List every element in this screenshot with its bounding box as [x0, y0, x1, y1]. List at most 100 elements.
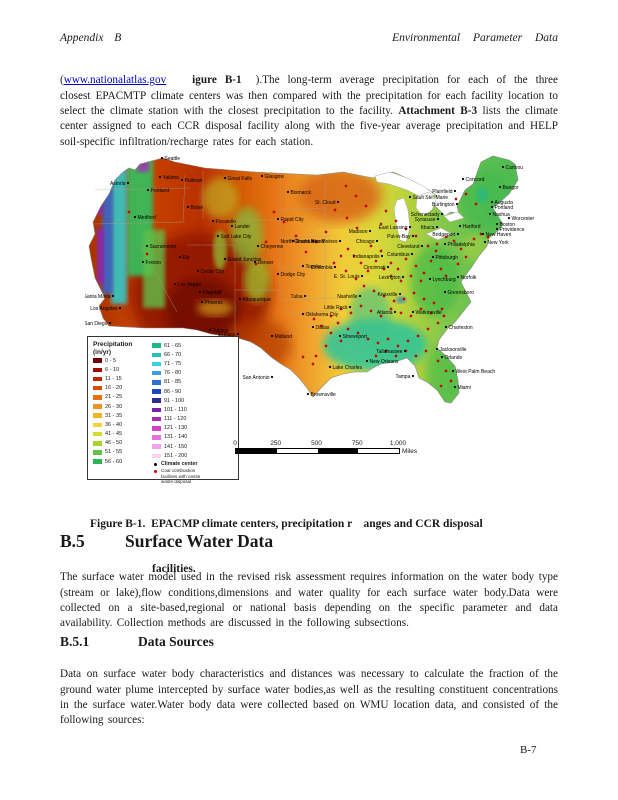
svg-text:Midland: Midland: [275, 334, 293, 340]
svg-text:Brownsville: Brownsville: [311, 392, 337, 398]
legend-row: 46 - 50: [93, 439, 148, 448]
legend-swatch: [93, 413, 102, 418]
legend-range-label: 71 - 75: [164, 360, 182, 367]
legend-range-label: 81 - 85: [164, 379, 182, 386]
svg-text:Atlanta: Atlanta: [377, 310, 393, 316]
svg-text:Portland: Portland: [151, 188, 170, 194]
svg-text:Denver: Denver: [258, 260, 274, 266]
section-heading-b5: B.5 Surface Water Data: [60, 531, 273, 552]
legend-swatch: [93, 367, 102, 373]
legend-range-label: 151 - 200: [164, 452, 188, 459]
svg-text:Sacramento: Sacramento: [150, 244, 177, 250]
svg-text:Salt Lake City: Salt Lake City: [221, 234, 252, 240]
svg-text:Astoria: Astoria: [110, 181, 126, 187]
legend-swatch: [93, 459, 102, 464]
svg-text:Put-in-Bay: Put-in-Bay: [387, 234, 411, 240]
svg-text:Syracuse: Syracuse: [415, 217, 436, 223]
legend-range-label: 31 - 35: [105, 412, 123, 419]
section-b5-paragraph: The surface water model used in the revi…: [60, 571, 558, 630]
scale-tick-label: 750: [351, 440, 363, 447]
svg-text:Yakima: Yakima: [163, 175, 180, 181]
scale-tick-label: 0: [233, 440, 237, 447]
legend-swatch: [152, 361, 161, 367]
svg-text:Santa Maria: Santa Maria: [85, 294, 111, 300]
svg-text:New York: New York: [488, 240, 510, 246]
facility-dots: [127, 184, 490, 388]
svg-text:Cincinnati: Cincinnati: [364, 265, 386, 271]
svg-text:Medford: Medford: [138, 215, 157, 221]
svg-text:Norfolk: Norfolk: [461, 275, 477, 281]
svg-text:San Diego: San Diego: [85, 321, 108, 327]
caption-line-1: Figure B-1. EPACMP climate centers, prec…: [90, 518, 483, 530]
legend-row: 121 - 130: [152, 424, 236, 433]
legend-range-label: 0 - 5: [105, 357, 117, 364]
svg-text:Columbia: Columbia: [311, 265, 332, 271]
svg-text:Bangor: Bangor: [503, 185, 519, 191]
nationalatlas-link[interactable]: www.nationalatlas.gov: [63, 74, 167, 87]
svg-text:North Omaha: North Omaha: [280, 239, 310, 245]
legend-swatch: [93, 404, 102, 409]
legend-row: 76 - 80: [152, 369, 236, 378]
svg-text:Little Rock: Little Rock: [324, 305, 348, 311]
scale-bar-segments: [235, 448, 400, 454]
svg-text:Des Moines: Des Moines: [311, 239, 338, 245]
svg-text:Providence: Providence: [500, 227, 525, 233]
svg-text:Seattle: Seattle: [165, 156, 181, 162]
legend-swatch: [152, 380, 161, 385]
svg-text:Topeka: Topeka: [306, 264, 322, 270]
svg-text:Boston: Boston: [500, 222, 516, 228]
legend-range-label: 111 - 120: [164, 416, 187, 423]
legend-row: 86 - 90: [152, 387, 236, 396]
legend-swatch: [152, 435, 161, 440]
svg-text:Plainfield: Plainfield: [432, 189, 453, 195]
svg-text:Worcester: Worcester: [512, 216, 535, 222]
legend-row: 141 - 150: [152, 442, 236, 451]
svg-text:Tulsa: Tulsa: [290, 294, 302, 300]
svg-text:Flagstaff: Flagstaff: [203, 290, 223, 296]
intro-paragraph: (www.nationalatlas.gov igure B-1).The lon…: [60, 73, 558, 150]
svg-text:Cleveland: Cleveland: [397, 244, 419, 250]
svg-text:St. Cloud: St. Cloud: [315, 200, 336, 206]
legend-swatch: [152, 453, 161, 459]
page-number: B-7: [520, 744, 537, 756]
legend-range-label: 41 - 45: [105, 431, 123, 438]
legend-range-label: 6 - 10: [105, 366, 120, 373]
legend-range-label: 61 - 65: [164, 342, 182, 349]
svg-text:Albuquerque: Albuquerque: [243, 297, 272, 303]
svg-text:Los Angeles: Los Angeles: [90, 306, 118, 312]
precipitation-map: Seattle Astoria Yakima Portland Pullman Medfo…: [85, 150, 545, 484]
legend-title: Precipitation: [93, 341, 133, 348]
svg-text:Tampa: Tampa: [395, 374, 410, 380]
svg-text:Pittsburgh: Pittsburgh: [436, 255, 459, 261]
legend-swatch: [93, 385, 102, 391]
legend-swatch: [93, 358, 102, 363]
legend-row: 61 - 65: [152, 341, 236, 350]
legend-swatch: [152, 426, 161, 431]
svg-text:New Haven: New Haven: [486, 232, 512, 238]
svg-text:Augusta: Augusta: [495, 200, 514, 206]
subsection-number: B.5.1: [60, 634, 90, 649]
svg-text:West Palm Beach: West Palm Beach: [456, 369, 496, 375]
us-outline: [88, 155, 519, 404]
svg-text:Indianapolis: Indianapolis: [353, 254, 380, 260]
svg-text:Bridgeport: Bridgeport: [432, 232, 456, 238]
legend-row: 21 - 25: [93, 393, 148, 402]
legend-range-label: 36 - 40: [105, 421, 123, 428]
legend-range-label: 26 - 30: [105, 403, 123, 410]
svg-text:East Lansing: East Lansing: [379, 225, 408, 231]
svg-text:Portland: Portland: [495, 205, 514, 211]
legend-row: 36 - 40: [93, 420, 148, 429]
legend-swatch: [152, 352, 161, 358]
legend-swatch: [152, 407, 161, 413]
legend-row: 41 - 45: [93, 430, 148, 439]
legend-swatch: [152, 444, 161, 449]
legend-row: 71 - 75: [152, 359, 236, 368]
svg-text:Jacksonville: Jacksonville: [440, 347, 467, 353]
header-right: Environmental Parameter Data: [392, 32, 558, 44]
subsection-title: Data Sources: [138, 634, 214, 649]
svg-text:Shreveport: Shreveport: [343, 334, 368, 340]
legend-swatch: [152, 343, 161, 348]
svg-text:Fresno: Fresno: [146, 260, 162, 266]
legend-row: 131 - 140: [152, 433, 236, 442]
header-left: Appendix B: [60, 32, 122, 44]
